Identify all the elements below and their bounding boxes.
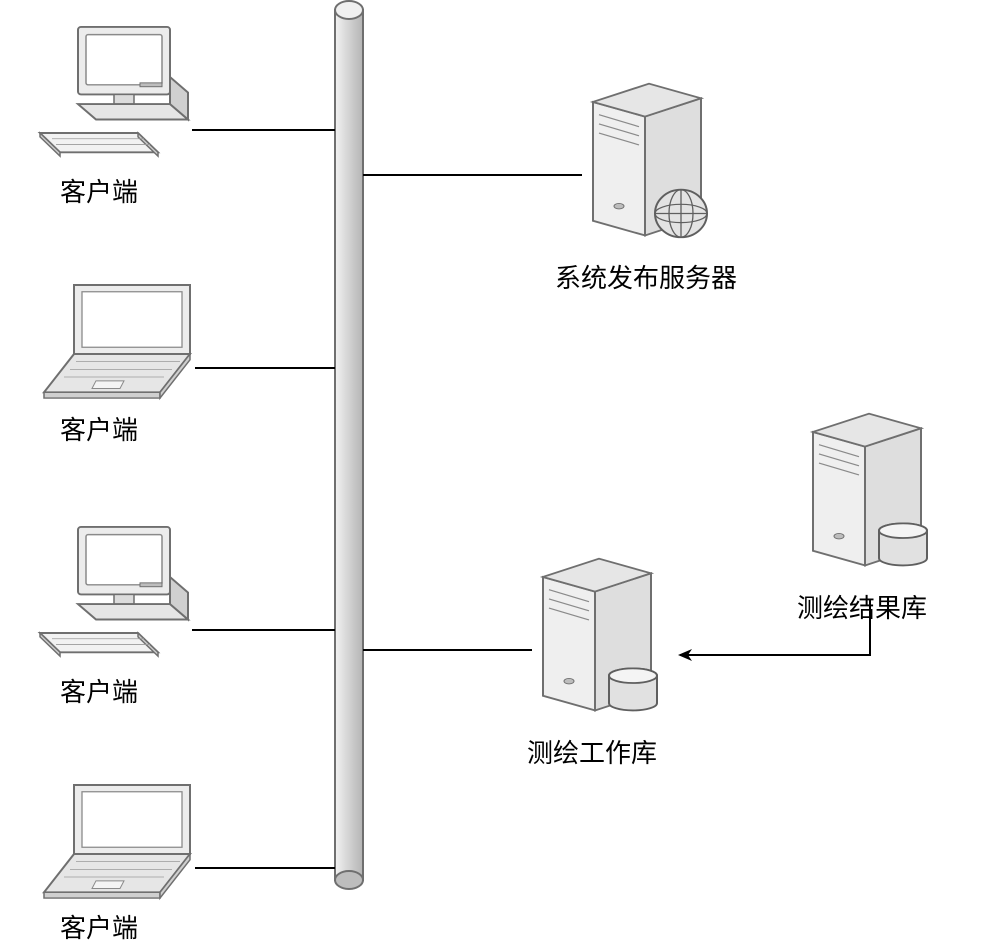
result_db-icon [813, 414, 927, 566]
client4-icon [44, 785, 190, 898]
pub_server-icon [593, 84, 707, 238]
network-bus [335, 1, 363, 889]
label-pub-server: 系统发布服务器 [555, 258, 737, 295]
client2-icon [44, 285, 190, 398]
label-client1: 客户端 [60, 172, 138, 209]
work_db-icon [543, 559, 657, 711]
diagram-canvas [0, 0, 1000, 937]
client1-icon [40, 27, 188, 156]
client3-icon [40, 527, 188, 656]
label-work-db: 测绘工作库 [527, 733, 657, 770]
nodes [40, 27, 927, 898]
label-client2: 客户端 [60, 410, 138, 447]
bus-connections [192, 130, 582, 868]
label-client3: 客户端 [60, 672, 138, 709]
label-result-db: 测绘结果库 [797, 588, 927, 625]
label-client4: 客户端 [60, 908, 138, 945]
